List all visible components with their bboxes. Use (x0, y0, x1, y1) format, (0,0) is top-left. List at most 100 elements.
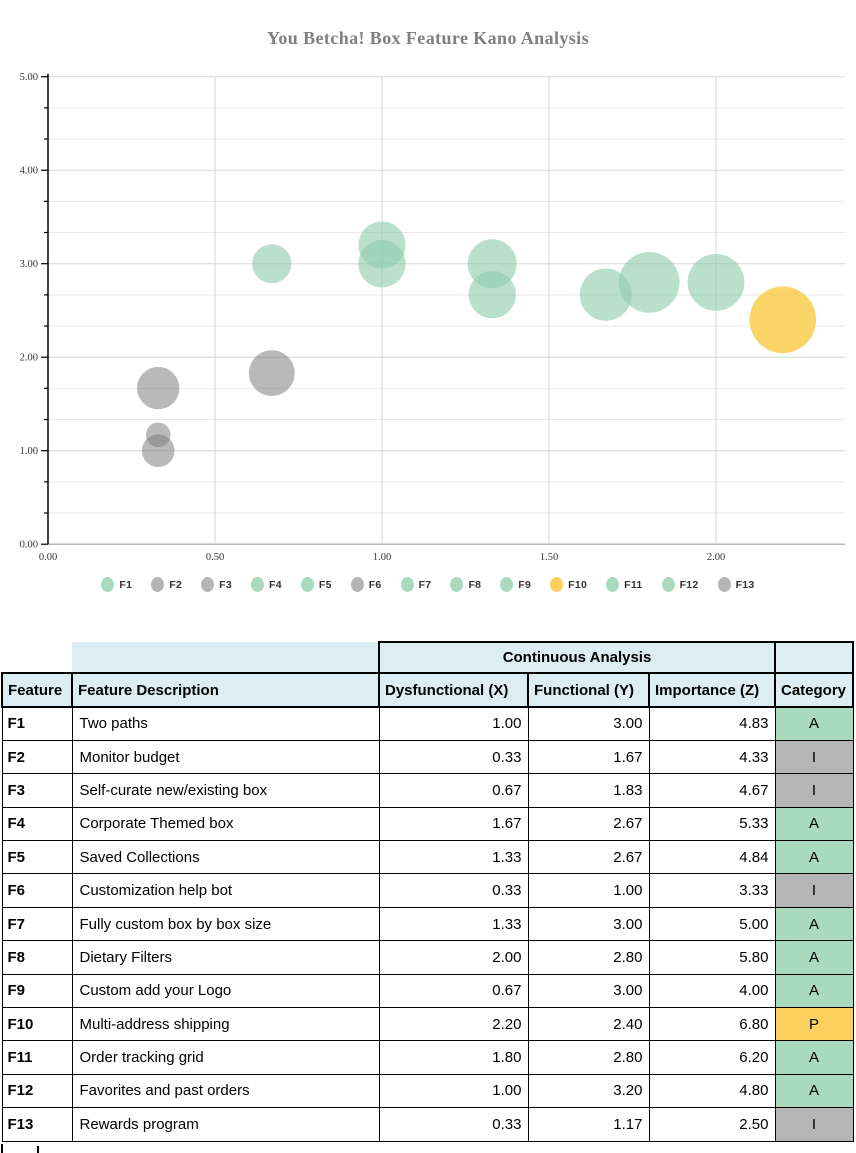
legend-item-F10: F10 (550, 577, 587, 592)
legend-label: F13 (735, 578, 755, 591)
legend-dot-icon (500, 577, 514, 592)
feature-description-cell: Rewards program (71, 1107, 380, 1142)
importance-z-cell: 5.33 (648, 806, 776, 842)
table-row-F3: F3 Self-curate new/existing box 0.67 1.83 4.… (1, 773, 854, 808)
table-row-F4: F4 Corporate Themed box 1.67 2.67 5.33 A (1, 806, 854, 842)
feature-description-cell: Self-curate new/existing box (71, 773, 380, 808)
legend-dot-icon (151, 577, 165, 592)
feature-id-cell: F4 (1, 806, 73, 842)
table-row-F6: F6 Customization help bot 0.33 1.00 3.33 I (1, 873, 854, 908)
category-badge: A (774, 1073, 854, 1109)
feature-id-cell: F12 (1, 1073, 73, 1109)
legend-dot-icon (201, 577, 215, 592)
dysfunctional-x-cell: 2.00 (378, 940, 529, 975)
column-header: Functional (Y) (527, 672, 650, 708)
legend-item-F12: F12 (661, 577, 699, 592)
functional-y-cell: 2.80 (527, 940, 650, 975)
legend-dot-icon (300, 577, 314, 592)
functional-y-cell: 2.40 (527, 1007, 650, 1042)
dysfunctional-x-cell: 0.33 (378, 1107, 529, 1142)
dysfunctional-x-cell: 1.33 (378, 840, 529, 875)
legend-item-F4: F4 (251, 577, 282, 592)
dysfunctional-x-cell: 2.20 (378, 1007, 529, 1042)
legend-dot-icon (450, 577, 464, 592)
functional-y-cell: 1.83 (527, 773, 650, 808)
legend-dot-icon (717, 577, 731, 592)
importance-z-cell: 4.33 (648, 739, 776, 775)
feature-description-cell: Two paths (71, 706, 380, 741)
blank-cell (2, 642, 72, 673)
bubble-F10 (749, 286, 817, 354)
legend-label: F5 (318, 578, 332, 591)
feature-analysis-table: Continuous Analysis Feature Feature Descr… (1, 641, 854, 1142)
legend-label: F11 (624, 578, 643, 591)
feature-description-cell: Dietary Filters (71, 940, 380, 975)
feature-description-cell: Monitor budget (71, 739, 380, 775)
legend-item-F13: F13 (717, 577, 755, 592)
feature-id-cell: F3 (1, 773, 73, 808)
column-header: Importance (Z) (648, 672, 776, 708)
legend-dot-icon (661, 577, 675, 592)
bubble-F3 (248, 350, 295, 396)
feature-id-cell: F7 (1, 906, 73, 942)
group-header-cell: Continuous Analysis (378, 641, 776, 674)
feature-id-cell: F9 (1, 973, 73, 1009)
legend-dot-icon (550, 577, 564, 592)
legend-label: F7 (418, 578, 432, 591)
svg-text:1.50: 1.50 (540, 552, 558, 563)
table-header-row: Feature Feature Description Dysfunctional … (1, 672, 854, 708)
functional-y-cell: 1.67 (527, 739, 650, 775)
feature-description-cell: Custom add your Logo (71, 973, 380, 1009)
feature-description-cell: Saved Collections (71, 840, 380, 875)
category-badge: A (774, 940, 854, 975)
importance-z-cell: 4.83 (648, 706, 776, 741)
bubble-F9 (252, 244, 292, 284)
legend-dot-icon (101, 577, 115, 592)
importance-z-cell: 4.84 (648, 840, 776, 875)
table-row-F7: F7 Fully custom box by box size 1.33 3.00 5.… (1, 906, 854, 942)
svg-text:0.50: 0.50 (206, 552, 224, 563)
feature-description-cell: Order tracking grid (71, 1040, 380, 1075)
legend-dot-icon (350, 577, 364, 592)
feature-id-cell: F1 (1, 706, 73, 741)
blank-cell (774, 641, 854, 674)
feature-description-cell: Multi-address shipping (71, 1007, 380, 1042)
functional-y-cell: 2.67 (527, 806, 650, 842)
table-row-F5: F5 Saved Collections 1.33 2.67 4.84 A (1, 840, 854, 875)
dysfunctional-x-cell: 1.80 (378, 1040, 529, 1075)
feature-id-cell: F10 (1, 1007, 73, 1042)
dysfunctional-x-cell: 1.67 (378, 806, 529, 842)
functional-y-cell: 3.00 (527, 706, 650, 741)
feature-description-cell: Customization help bot (71, 873, 380, 908)
functional-y-cell: 3.00 (527, 906, 650, 942)
legend-label: F3 (219, 578, 232, 591)
category-badge: A (774, 840, 854, 875)
importance-z-cell: 3.33 (648, 873, 776, 908)
legend-item-F3: F3 (201, 577, 232, 592)
category-badge: A (774, 973, 854, 1009)
legend-label: F12 (679, 578, 699, 591)
kano-bubble-chart: 0.00 1.00 2.00 3.00 4.00 5.00 0.00 0.50 1.00 1.50… (20, 72, 845, 563)
table-row-F13: F13 Rewards program 0.33 1.17 2.50 I (1, 1107, 854, 1142)
svg-text:2.00: 2.00 (707, 552, 725, 563)
svg-text:1.00: 1.00 (373, 552, 391, 563)
chart-legend: F1 F2 F3 F4 F5 F6 F7 F8 F9 F10 F11 F12 F13 (0, 577, 856, 592)
legend-label: F6 (368, 578, 382, 591)
table-row-F2: F2 Monitor budget 0.33 1.67 4.33 I (1, 739, 854, 775)
svg-text:2.00: 2.00 (20, 353, 38, 364)
functional-y-cell: 2.80 (527, 1040, 650, 1075)
legend-item-F5: F5 (300, 577, 332, 592)
functional-y-cell: 1.17 (527, 1107, 650, 1142)
feature-id-cell: F6 (1, 873, 73, 908)
legend-item-F8: F8 (450, 577, 481, 592)
category-badge: A (774, 706, 854, 741)
category-badge: P (774, 1007, 854, 1042)
legend-item-F11: F11 (606, 577, 642, 592)
feature-id-cell: F5 (1, 840, 73, 875)
svg-text:0.00: 0.00 (39, 552, 57, 563)
importance-z-cell: 6.20 (648, 1040, 776, 1075)
dysfunctional-x-cell: 1.00 (378, 706, 529, 741)
category-badge: A (774, 806, 854, 842)
bubble-F7 (467, 239, 517, 289)
legend-label: F10 (568, 578, 588, 591)
